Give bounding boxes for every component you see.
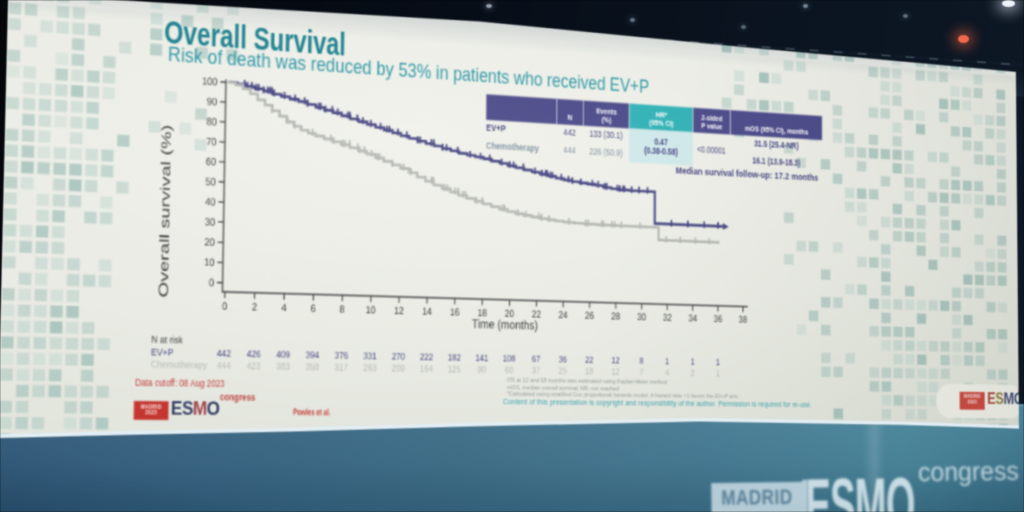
photo-grain	[0, 0, 1024, 512]
photo-frame: MADRID ESMO congress Overall Survival Ri…	[0, 0, 1024, 512]
